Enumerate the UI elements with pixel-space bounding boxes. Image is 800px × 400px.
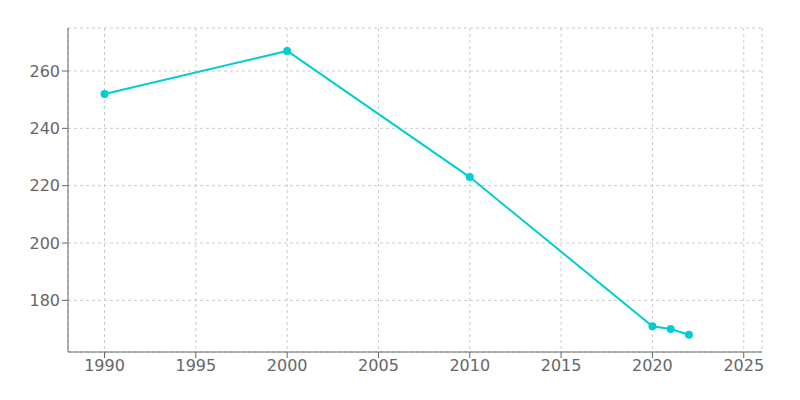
svg-text:1995: 1995 <box>175 356 216 375</box>
svg-text:2005: 2005 <box>358 356 399 375</box>
svg-text:200: 200 <box>29 234 60 253</box>
svg-text:2025: 2025 <box>723 356 764 375</box>
svg-text:2020: 2020 <box>632 356 673 375</box>
svg-text:260: 260 <box>29 62 60 81</box>
svg-text:220: 220 <box>29 176 60 195</box>
svg-text:2015: 2015 <box>541 356 582 375</box>
svg-text:2010: 2010 <box>449 356 490 375</box>
svg-text:1990: 1990 <box>84 356 125 375</box>
svg-text:240: 240 <box>29 119 60 138</box>
svg-text:2000: 2000 <box>267 356 308 375</box>
svg-text:180: 180 <box>29 291 60 310</box>
